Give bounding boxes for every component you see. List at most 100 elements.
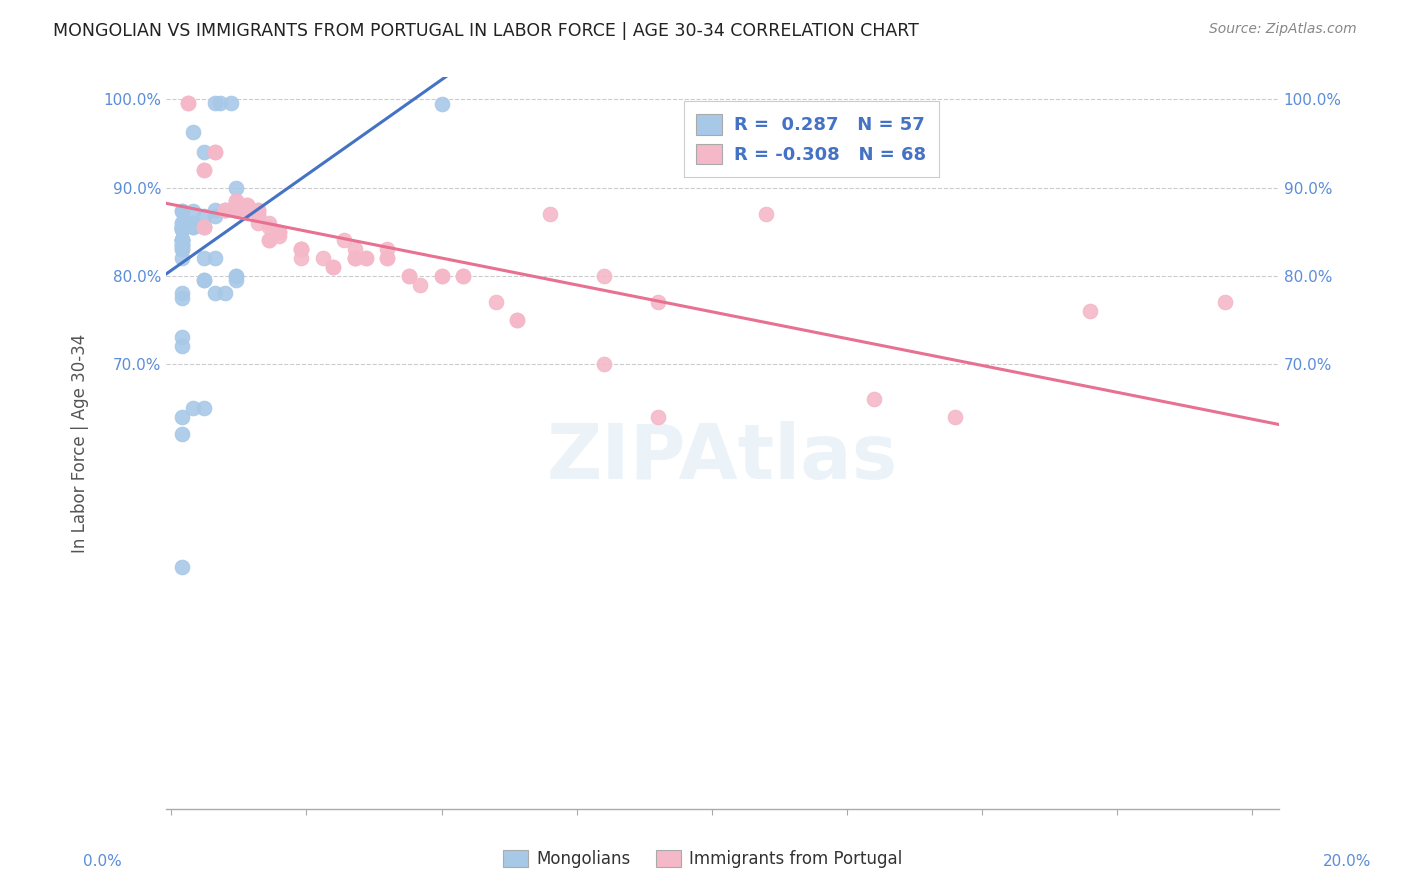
Point xyxy=(290,251,312,265)
Point xyxy=(193,251,215,265)
Point xyxy=(172,339,194,353)
Point xyxy=(236,198,259,212)
Point xyxy=(193,145,215,160)
Point xyxy=(225,202,247,217)
Point xyxy=(398,268,420,283)
Point xyxy=(246,207,269,221)
Point xyxy=(172,204,194,219)
Point xyxy=(193,220,215,235)
Point xyxy=(172,409,194,424)
Point xyxy=(172,251,194,265)
Y-axis label: In Labor Force | Age 30-34: In Labor Force | Age 30-34 xyxy=(72,334,89,553)
Point xyxy=(344,242,367,256)
Point xyxy=(344,251,367,265)
Point xyxy=(172,234,194,248)
Point xyxy=(176,95,198,110)
Point xyxy=(193,163,215,178)
Point xyxy=(225,194,247,208)
Text: MONGOLIAN VS IMMIGRANTS FROM PORTUGAL IN LABOR FORCE | AGE 30-34 CORRELATION CHA: MONGOLIAN VS IMMIGRANTS FROM PORTUGAL IN… xyxy=(53,22,920,40)
Point xyxy=(214,202,236,217)
Point xyxy=(344,251,367,265)
Point xyxy=(290,242,312,256)
Point xyxy=(451,268,474,283)
Point xyxy=(214,286,236,301)
Point xyxy=(193,220,215,235)
Point xyxy=(269,229,291,244)
Point xyxy=(225,202,247,217)
Point xyxy=(430,268,453,283)
Point xyxy=(409,277,432,292)
Point xyxy=(172,238,194,252)
Point xyxy=(333,234,356,248)
Point xyxy=(257,234,280,248)
Point xyxy=(269,225,291,239)
Point xyxy=(172,242,194,256)
Point xyxy=(236,198,259,212)
Point xyxy=(246,202,269,217)
Point xyxy=(246,207,269,221)
Point xyxy=(592,357,614,371)
Point xyxy=(176,95,198,110)
Text: 20.0%: 20.0% xyxy=(1323,854,1371,869)
Point xyxy=(172,204,194,219)
Point xyxy=(246,216,269,230)
Text: ZIPAtlas: ZIPAtlas xyxy=(547,421,898,495)
Point xyxy=(172,242,194,256)
Point xyxy=(354,251,377,265)
Point xyxy=(269,225,291,239)
Point xyxy=(236,202,259,217)
Point xyxy=(181,216,204,230)
Point xyxy=(755,207,778,221)
Point xyxy=(204,209,226,223)
Point xyxy=(181,216,204,230)
Point xyxy=(172,559,194,574)
Point xyxy=(430,96,453,111)
Point xyxy=(290,242,312,256)
Point xyxy=(484,295,506,310)
Point xyxy=(181,401,204,415)
Point xyxy=(172,222,194,236)
Point xyxy=(172,220,194,235)
Point xyxy=(204,202,226,217)
Point xyxy=(181,125,204,139)
Point xyxy=(225,180,247,194)
Point xyxy=(225,268,247,283)
Point xyxy=(236,202,259,217)
Point xyxy=(1078,304,1101,318)
Point xyxy=(193,273,215,287)
Point xyxy=(172,234,194,248)
Point xyxy=(311,251,333,265)
Point xyxy=(181,204,204,219)
Point xyxy=(172,234,194,248)
Point xyxy=(204,251,226,265)
Point xyxy=(181,220,204,235)
Point xyxy=(246,202,269,217)
Point xyxy=(506,313,529,327)
Point xyxy=(225,194,247,208)
Point xyxy=(1213,295,1236,310)
Point xyxy=(257,234,280,248)
Point xyxy=(172,238,194,252)
Point xyxy=(172,427,194,442)
Point xyxy=(225,273,247,287)
Point xyxy=(172,222,194,236)
Point xyxy=(225,268,247,283)
Point xyxy=(214,202,236,217)
Point xyxy=(172,216,194,230)
Point xyxy=(322,260,344,274)
Point xyxy=(538,207,561,221)
Point xyxy=(193,209,215,223)
Text: Source: ZipAtlas.com: Source: ZipAtlas.com xyxy=(1209,22,1357,37)
Point xyxy=(214,202,236,217)
Point xyxy=(204,286,226,301)
Point xyxy=(204,95,226,110)
Point xyxy=(592,268,614,283)
Point xyxy=(377,242,399,256)
Point xyxy=(257,220,280,235)
Legend: Mongolians, Immigrants from Portugal: Mongolians, Immigrants from Portugal xyxy=(496,843,910,875)
Point xyxy=(193,273,215,287)
Point xyxy=(172,234,194,248)
Point xyxy=(172,286,194,301)
Point xyxy=(172,220,194,235)
Point xyxy=(354,251,377,265)
